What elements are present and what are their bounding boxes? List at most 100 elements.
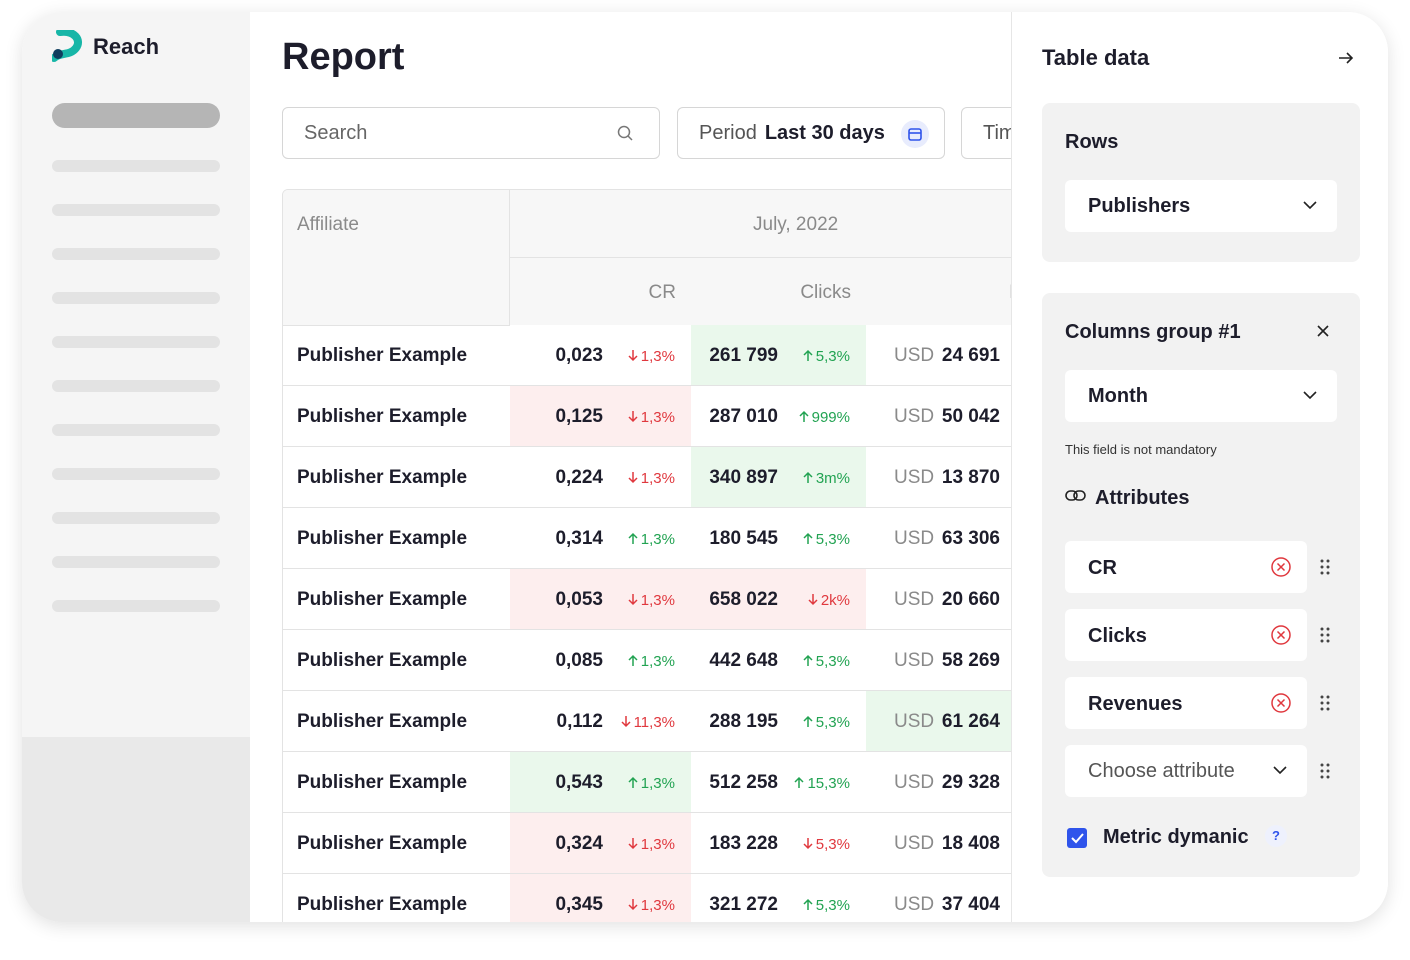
rows-label: Rows xyxy=(1065,131,1119,153)
column-header: CR xyxy=(648,282,676,303)
nav-item[interactable] xyxy=(52,424,220,436)
currency: USD xyxy=(894,711,935,732)
cr-value: 0,324 xyxy=(555,833,603,854)
nav-item[interactable] xyxy=(52,336,220,348)
drag-handle[interactable] xyxy=(1320,695,1330,711)
app-window: Reach Report Search Period Last 30 days T… xyxy=(22,12,1388,922)
search-placeholder: Search xyxy=(304,121,368,144)
choose-attribute[interactable]: Choose attribute xyxy=(1065,745,1307,797)
drag-handle[interactable] xyxy=(1320,763,1330,779)
time-label: Tim xyxy=(983,121,1011,144)
remove-attribute[interactable] xyxy=(1271,625,1291,645)
table-row[interactable]: Publisher Example 0,543 1,3% 512 258 15,3% US… xyxy=(283,752,1011,813)
revenue-cell: USD 24 691 xyxy=(866,325,1011,386)
affiliate-cell xyxy=(283,325,510,386)
clicks-cell: 321 272 5,3% xyxy=(691,874,866,922)
table-row[interactable]: Publisher Example 0,053 1,3% 658 022 2k% USD 2… xyxy=(283,569,1011,630)
nav-item[interactable] xyxy=(52,512,220,524)
table-row[interactable]: Publisher Example 0,023 1,3% 261 799 5,3% USD… xyxy=(283,325,1011,386)
currency: USD xyxy=(894,589,935,610)
cr-value: 0,345 xyxy=(555,894,603,915)
nav-item[interactable] xyxy=(52,292,220,304)
drag-handle[interactable] xyxy=(1320,559,1330,575)
publisher-name: Publisher Example xyxy=(297,406,468,427)
drag-handle[interactable] xyxy=(1320,627,1330,643)
affiliate-cell xyxy=(283,569,510,630)
table-row[interactable]: Publisher Example 0,324 1,3% 183 228 5,3% USD… xyxy=(283,813,1011,874)
nav-item[interactable] xyxy=(52,248,220,260)
help-icon[interactable]: ? xyxy=(1265,825,1287,847)
search-icon xyxy=(617,125,633,141)
currency: USD xyxy=(894,772,935,793)
page-title: Report xyxy=(282,36,405,78)
cr-change: 1,3% xyxy=(628,348,675,365)
collapse-button[interactable] xyxy=(1337,49,1355,67)
clicks-change: 2k% xyxy=(808,592,850,609)
currency: USD xyxy=(894,894,935,915)
affiliate-cell xyxy=(283,630,510,691)
group-select[interactable]: Month xyxy=(1065,370,1337,422)
cr-cell: 0,125 1,3% xyxy=(510,386,691,447)
revenue-cell: USD 63 306 xyxy=(866,508,1011,569)
clicks-change: 5,3% xyxy=(803,836,850,853)
nav-active[interactable] xyxy=(52,103,220,128)
checkbox[interactable] xyxy=(1067,828,1087,848)
clicks-cell: 442 648 5,3% xyxy=(691,630,866,691)
table-row[interactable]: Publisher Example 0,112 11,3% 288 195 5,3% US… xyxy=(283,691,1011,752)
table-row[interactable]: Publisher Example 0,224 1,3% 340 897 3m% USD 1… xyxy=(283,447,1011,508)
rows-select[interactable]: Publishers xyxy=(1065,180,1337,232)
nav-item[interactable] xyxy=(52,600,220,612)
time-filter[interactable]: Tim xyxy=(961,107,1011,159)
close-group[interactable] xyxy=(1316,324,1330,338)
cr-cell: 0,345 1,3% xyxy=(510,874,691,922)
revenue-value: 63 306 xyxy=(941,528,1000,549)
cr-change: 1,3% xyxy=(628,836,675,853)
cr-value: 0,053 xyxy=(555,589,603,610)
table-row[interactable]: Publisher Example 0,314 1,3% 180 545 5,3% USD… xyxy=(283,508,1011,569)
change-text: 5,3% xyxy=(815,348,850,365)
change-text: 1,3% xyxy=(640,775,675,792)
revenue-value: 29 328 xyxy=(941,772,1000,793)
currency: USD xyxy=(894,528,935,549)
report-table: Affiliate July, 2022 CR Clicks Rev Publishe… xyxy=(282,189,1011,922)
table-row[interactable]: Publisher Example 0,085 1,3% 442 648 5,3% USD… xyxy=(283,630,1011,691)
currency: USD xyxy=(894,345,935,366)
affiliate-cell xyxy=(283,691,510,752)
nav-item[interactable] xyxy=(52,556,220,568)
nav-item[interactable] xyxy=(52,380,220,392)
change-text: 1,3% xyxy=(640,836,675,853)
revenue-cell: USD 13 870 xyxy=(866,447,1011,508)
revenue-cell: USD 37 404 xyxy=(866,874,1011,922)
revenue-value: 24 691 xyxy=(941,345,1000,366)
attribute-item[interactable]: Revenues xyxy=(1065,677,1307,729)
nav-item[interactable] xyxy=(52,160,220,172)
column-header: Clicks xyxy=(800,282,851,303)
attribute-item[interactable]: CR xyxy=(1065,541,1307,593)
clicks-value: 183 228 xyxy=(709,833,778,854)
attribute-item[interactable]: Clicks xyxy=(1065,609,1307,661)
clicks-value: 340 897 xyxy=(709,467,778,488)
change-text: 15,3% xyxy=(807,775,850,792)
table-row[interactable]: Publisher Example 0,125 1,3% 287 010 999% USD… xyxy=(283,386,1011,447)
cr-value: 0,085 xyxy=(555,650,603,671)
cr-value: 0,112 xyxy=(556,711,604,732)
clicks-change: 5,3% xyxy=(803,714,850,731)
search-input[interactable]: Search xyxy=(282,107,660,159)
period-filter[interactable]: Period Last 30 days xyxy=(677,107,945,159)
remove-attribute[interactable] xyxy=(1271,693,1291,713)
cr-value: 0,023 xyxy=(555,345,603,366)
clicks-cell: 180 545 5,3% xyxy=(691,508,866,569)
cr-change: 1,3% xyxy=(628,531,675,548)
revenue-cell: USD 58 269 xyxy=(866,630,1011,691)
remove-attribute[interactable] xyxy=(1271,557,1291,577)
nav-item[interactable] xyxy=(52,204,220,216)
table-row[interactable]: Publisher Example 0,345 1,3% 321 272 5,3% USD… xyxy=(283,874,1011,922)
month-header: July, 2022 xyxy=(753,214,839,235)
cr-change: 11,3% xyxy=(621,714,675,731)
nav-item[interactable] xyxy=(52,468,220,480)
cr-change: 1,3% xyxy=(628,409,675,426)
cr-cell: 0,085 1,3% xyxy=(510,630,691,691)
clicks-cell: 340 897 3m% xyxy=(691,447,866,508)
clicks-value: 658 022 xyxy=(709,589,778,610)
publisher-name: Publisher Example xyxy=(297,528,468,549)
